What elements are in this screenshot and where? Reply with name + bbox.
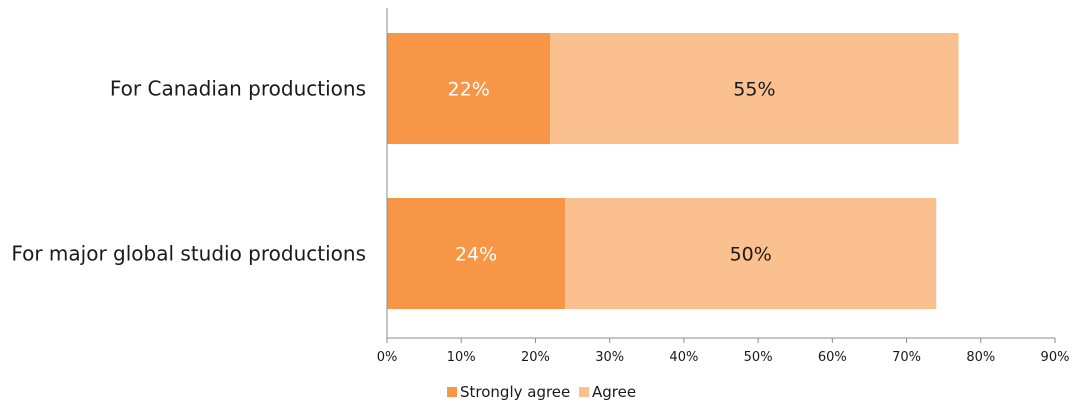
data-label: 50%	[730, 244, 772, 266]
axes-group	[386, 8, 1056, 343]
x-tick-label: 40%	[669, 350, 698, 365]
category-label: For Canadian productions	[110, 77, 366, 101]
data-label: 22%	[448, 79, 490, 101]
x-tick-label: 30%	[595, 350, 624, 365]
x-tick-label: 50%	[744, 350, 773, 365]
category-labels: For Canadian productions For major global…	[11, 77, 366, 266]
bar-2-agree	[565, 198, 937, 309]
bar-2-strongly-agree	[387, 198, 566, 309]
legend-swatch-agree	[579, 387, 589, 397]
legend-label: Agree	[592, 383, 636, 401]
bar-1-agree	[550, 33, 959, 144]
x-tick-labels: 0% 10% 20% 30% 40% 50% 60% 70% 80% 90%	[377, 350, 1070, 365]
data-label: 24%	[455, 244, 497, 266]
x-tick-label: 10%	[447, 350, 476, 365]
x-tick-label: 80%	[966, 350, 995, 365]
x-tick-label: 70%	[892, 350, 921, 365]
legend-swatch-strongly-agree	[447, 387, 457, 397]
legend: Strongly agree Agree	[447, 383, 636, 401]
bars-group: 22% 55% 24% 50%	[387, 33, 959, 309]
x-tick-label: 20%	[521, 350, 550, 365]
category-label: For major global studio productions	[11, 242, 366, 266]
legend-label: Strongly agree	[460, 383, 570, 401]
bar-1-strongly-agree	[387, 33, 551, 144]
x-tick-label: 60%	[818, 350, 847, 365]
x-tick-label: 90%	[1041, 350, 1070, 365]
data-label: 55%	[733, 79, 775, 101]
x-tick-label: 0%	[377, 350, 398, 365]
